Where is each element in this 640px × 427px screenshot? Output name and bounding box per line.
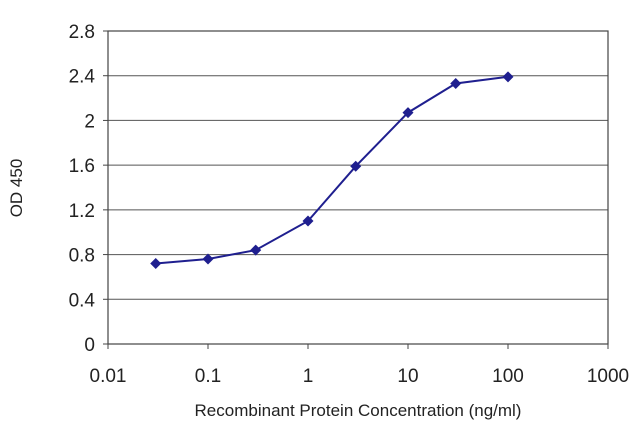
- data-point-marker: [250, 244, 262, 256]
- x-tick-label: 1: [303, 366, 314, 387]
- y-tick-label: 2.8: [69, 22, 95, 43]
- gridlines: [108, 75, 608, 300]
- x-tick-label: 0.01: [90, 366, 127, 387]
- y-tick-label: 0.4: [69, 290, 96, 311]
- x-tick-label: 0.1: [195, 366, 221, 387]
- plot-area-border: [107, 30, 609, 345]
- data-point-marker: [302, 215, 314, 227]
- data-series: [150, 71, 514, 270]
- x-axis-ticks: 0.01 0.1 1 10 100 1000: [90, 344, 629, 387]
- data-point-marker: [402, 107, 414, 119]
- data-point-marker: [350, 160, 362, 172]
- y-tick-label: 0: [84, 335, 95, 356]
- y-tick-label: 2: [84, 111, 95, 132]
- x-axis-title: Recombinant Protein Concentration (ng/ml…: [195, 401, 522, 420]
- data-point-marker: [150, 258, 162, 270]
- x-tick-label: 1000: [587, 366, 629, 387]
- y-tick-label: 2.4: [69, 67, 96, 88]
- x-tick-label: 10: [397, 366, 418, 387]
- y-tick-label: 1.6: [69, 156, 95, 177]
- series-line: [155, 75, 509, 265]
- y-tick-label: 0.8: [69, 246, 95, 267]
- data-point-marker: [202, 253, 214, 265]
- x-tick-label: 100: [492, 366, 524, 387]
- data-point-marker: [450, 78, 462, 90]
- y-tick-label: 1.2: [69, 201, 95, 222]
- data-point-marker: [502, 71, 514, 83]
- y-axis-title: OD 450: [7, 159, 26, 218]
- y-axis-ticks: 0 0.4 0.8 1.2 1.6 2 2.4 2.8: [69, 22, 108, 356]
